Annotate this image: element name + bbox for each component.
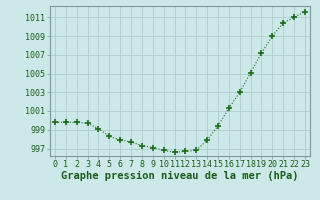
X-axis label: Graphe pression niveau de la mer (hPa): Graphe pression niveau de la mer (hPa) — [61, 171, 299, 181]
